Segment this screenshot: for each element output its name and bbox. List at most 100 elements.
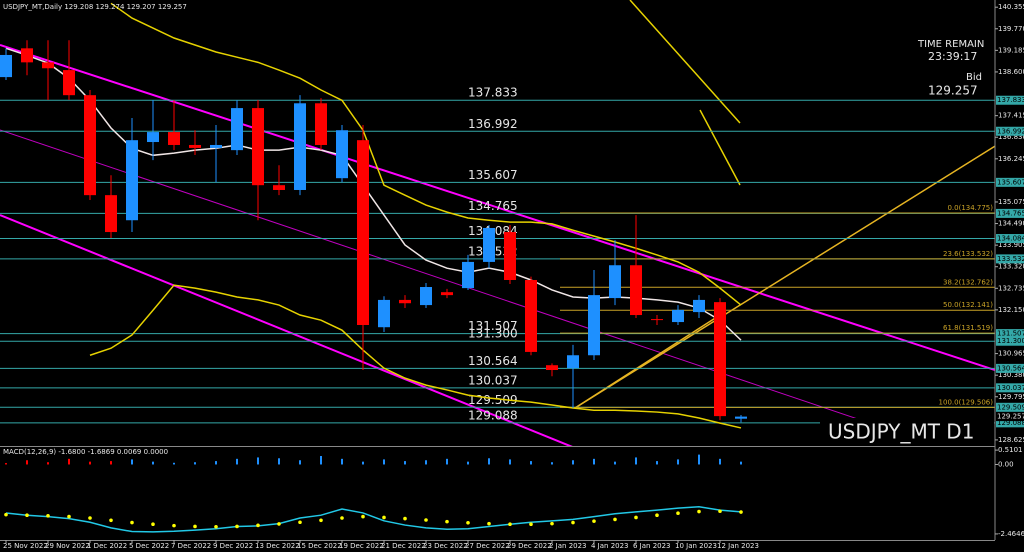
- x-tick-label: 29 Nov 2022: [45, 542, 90, 550]
- level-label: 136.992: [468, 117, 518, 131]
- y-tick-label: 136.830: [998, 133, 1024, 141]
- histogram-bar: [530, 461, 532, 465]
- signal-dot: [466, 521, 470, 525]
- chart-title: USDJPY_MT,Daily 129.208 129.274 129.207 …: [3, 3, 187, 11]
- signal-dot: [46, 513, 50, 518]
- candle-body: [441, 292, 453, 296]
- level-axis-label: 129.509: [997, 403, 1024, 411]
- candle-body: [252, 108, 264, 186]
- macd-title: MACD(12,26,9) -1.6800 -1.6869 0.0069 0.0…: [3, 448, 168, 456]
- candle-body: [231, 108, 243, 151]
- level-axis-label: 135.607: [997, 178, 1024, 186]
- histogram-bar: [89, 461, 91, 465]
- candle-body: [147, 132, 159, 143]
- y-tick-label: 128.625: [998, 436, 1024, 444]
- signal-dot: [214, 524, 218, 529]
- time-remain: 23:39:17: [928, 50, 977, 63]
- level-axis-label: 134.084: [997, 235, 1024, 243]
- y-tick-label: 137.415: [998, 112, 1024, 120]
- level-axis-tag: [996, 95, 1024, 105]
- level-label: 130.564: [468, 354, 518, 368]
- histogram-bar: [362, 461, 364, 465]
- bid-axis-label: 129.257: [997, 413, 1024, 421]
- level-axis-label: 136.992: [997, 127, 1024, 135]
- signal-dot: [172, 523, 176, 528]
- histogram-bar: [236, 458, 238, 465]
- x-tick-label: 9 Dec 2022: [213, 542, 253, 550]
- indicator-line: [629, 0, 741, 124]
- y-tick-label: 139.185: [998, 46, 1024, 54]
- candle-body: [84, 95, 96, 196]
- signal-dot: [550, 521, 554, 526]
- fib-label: 23.6(133.532): [943, 250, 993, 258]
- x-tick-label: 21 Dec 2022: [381, 542, 426, 550]
- signal-dot: [382, 515, 386, 520]
- histogram-bar: [278, 458, 280, 465]
- signal-dot: [340, 516, 344, 520]
- signal-dot: [4, 512, 8, 517]
- signal-dot: [424, 518, 428, 522]
- y-tick-label: 138.600: [998, 68, 1024, 76]
- histogram-bar: [698, 454, 700, 465]
- candle-body: [546, 365, 558, 371]
- level-axis-label: 133.532: [997, 255, 1024, 263]
- histogram-bar: [614, 461, 616, 465]
- fib-label: 100.0(129.506): [939, 398, 994, 406]
- x-tick-label: 2 Jan 2023: [549, 542, 587, 550]
- y-tick-label: 136.245: [998, 155, 1024, 163]
- candle-body: [168, 132, 180, 145]
- candle-body: [609, 265, 621, 299]
- signal-dot: [571, 520, 575, 525]
- signal-dot: [445, 519, 449, 524]
- candle-body: [105, 195, 117, 233]
- trend-line: [0, 214, 573, 446]
- level-axis-tag: [996, 208, 1024, 218]
- candle-body: [420, 287, 432, 306]
- level-axis-label: 131.300: [997, 337, 1024, 345]
- macd-line: [5, 505, 742, 533]
- x-tick-label: 10 Jan 2023: [675, 542, 717, 550]
- histogram-bar: [446, 458, 448, 465]
- candle-body: [126, 140, 138, 221]
- bid-label: Bid: [966, 72, 982, 83]
- histogram-bar: [467, 461, 469, 465]
- level-axis-tag: [996, 329, 1024, 339]
- signal-dot: [235, 524, 239, 529]
- candle-body: [357, 140, 369, 326]
- histogram-bar: [551, 462, 553, 465]
- histogram-bar: [488, 458, 490, 465]
- candle-body: [735, 416, 747, 419]
- y-tick-label: 132.735: [998, 284, 1024, 292]
- candle-body: [651, 319, 663, 321]
- y-tick-label: 134.490: [998, 220, 1024, 228]
- fib-label: 0.0(134.775): [947, 204, 993, 212]
- candle-body: [567, 355, 579, 369]
- histogram-bar: [593, 458, 595, 465]
- level-axis-tag: [996, 234, 1024, 244]
- x-tick-label: 19 Dec 2022: [339, 542, 384, 550]
- histogram-bar: [152, 461, 154, 465]
- level-label: 130.037: [468, 373, 518, 387]
- level-axis-label: 130.037: [997, 384, 1024, 392]
- candle-body: [336, 130, 348, 179]
- y-tick-label: 139.770: [998, 25, 1024, 33]
- candle-body: [378, 299, 390, 328]
- symbol-label: USDJPY_MT D1: [828, 420, 974, 444]
- candle-body: [672, 309, 684, 323]
- histogram-bar: [47, 462, 49, 465]
- y-tick-label: 130.380: [998, 371, 1024, 379]
- level-label: 129.088: [468, 408, 518, 422]
- symbol-background: [820, 418, 994, 445]
- histogram-bar: [383, 459, 385, 465]
- histogram-bar: [320, 456, 322, 465]
- signal-dot: [592, 519, 596, 523]
- y-tick-label: 135.075: [998, 198, 1024, 206]
- candle-body: [42, 62, 54, 69]
- signal-dot: [529, 522, 533, 527]
- signal-dot: [739, 510, 743, 514]
- x-tick-label: 7 Dec 2022: [171, 542, 211, 550]
- signal-dot: [67, 514, 71, 519]
- y-tick-label: 140.355: [998, 3, 1024, 11]
- level-label: 135.607: [468, 168, 518, 182]
